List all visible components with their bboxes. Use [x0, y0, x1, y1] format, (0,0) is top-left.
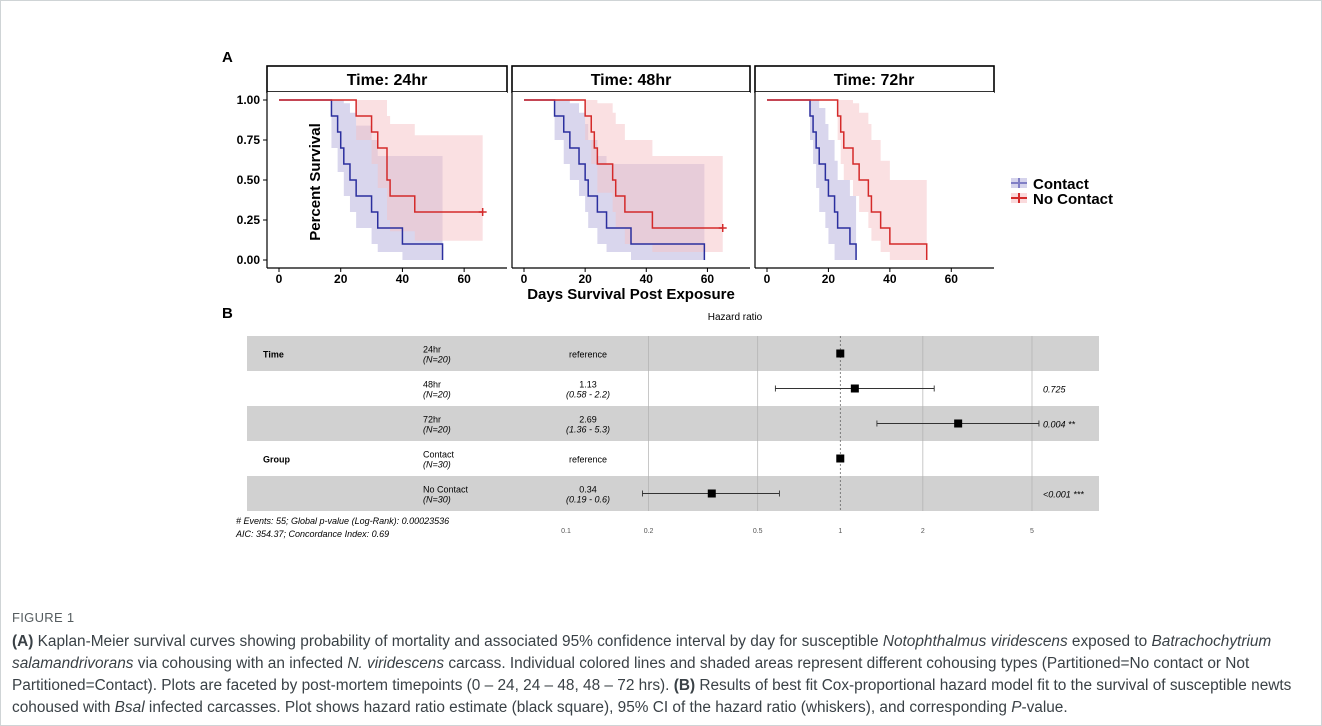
forest-level-label: No Contact	[423, 485, 469, 495]
figure-caption: FIGURE 1 (A) Kaplan-Meier survival curve…	[12, 610, 1310, 719]
forest-group-label: Group	[263, 455, 290, 465]
facet-strip-72: Time: 72hr	[754, 65, 995, 93]
ci-band-no-contact	[279, 100, 483, 241]
forest-x-tick-label: 0.5	[753, 528, 763, 535]
forest-group-label: Time	[263, 350, 284, 360]
x-tick-label: 40	[883, 272, 897, 286]
forest-x-tick-label: 2	[921, 528, 925, 535]
forest-point	[707, 489, 716, 498]
forest-estimate: 0.34	[579, 485, 597, 495]
forest-level-label: 24hr	[423, 345, 441, 355]
forest-plot: Time 24hr(N=20) reference48hr(N=20)1.13(0.…	[247, 336, 1099, 535]
censor-mark	[478, 208, 487, 216]
forest-estimate: reference	[569, 350, 607, 360]
x-tick-label: 60	[701, 272, 715, 286]
caption-text: (A) Kaplan-Meier survival curves showing…	[12, 633, 1292, 716]
y-tick-label: 0.50	[237, 173, 261, 187]
forest-title: Hazard ratio	[708, 312, 763, 323]
forest-level-label: 72hr	[423, 415, 441, 425]
km-line-contact	[524, 99, 706, 260]
forest-x-tick-label: 0.1	[561, 528, 571, 535]
forest-x-tick-label: 5	[1030, 528, 1034, 535]
forest-point	[836, 349, 845, 358]
facet-title-48: Time: 48hr	[591, 72, 672, 89]
y-tick-label: 0.75	[237, 133, 261, 147]
forest-p-value: 0.004 **	[1043, 420, 1076, 430]
y-axis: Percent Survival 1.00 0.75 0.50 0.25 0.00	[237, 93, 324, 267]
km-facet-72: 0 20 40 60	[754, 92, 994, 286]
x-tick-label: 40	[396, 272, 410, 286]
forest-n-label: (N=20)	[423, 425, 451, 435]
forest-p-value: 0.725	[1043, 385, 1067, 395]
km-line-contact	[767, 99, 857, 260]
km-line-no-contact	[524, 99, 723, 229]
forest-n-label: (N=20)	[423, 355, 451, 365]
x-tick-label: 60	[457, 272, 471, 286]
forest-x-tick-label: 0.2	[644, 528, 654, 535]
figure-panels: A Time: 24hr Time: 48hr Time: 72hr 0 20 40…	[222, 49, 1113, 539]
km-line-no-contact	[279, 99, 483, 213]
figure-number: FIGURE 1	[12, 610, 75, 625]
x-axis-title: Days Survival Post Exposure	[527, 286, 735, 303]
x-tick-label: 20	[334, 272, 348, 286]
x-tick-label: 60	[945, 272, 959, 286]
forest-n-label: (N=20)	[423, 390, 451, 400]
x-tick-label: 0	[276, 272, 283, 286]
forest-p-value: <0.001 ***	[1043, 490, 1084, 500]
y-axis-title: Percent Survival	[307, 123, 324, 241]
forest-ci: (1.36 - 5.3)	[566, 425, 610, 435]
x-tick-label: 0	[521, 272, 528, 286]
facet-title-72: Time: 72hr	[834, 72, 915, 89]
legend-label-contact: Contact	[1033, 176, 1089, 193]
legend-label-no-contact: No Contact	[1033, 191, 1113, 208]
ci-band-no-contact	[767, 100, 927, 260]
x-tick-label: 20	[822, 272, 836, 286]
censor-mark	[718, 224, 727, 232]
y-tick-label: 0.25	[237, 213, 261, 227]
ci-band-no-contact	[524, 100, 723, 252]
panel-a-label: A	[222, 49, 233, 66]
panel-b-label: B	[222, 305, 233, 322]
forest-estimate: reference	[569, 455, 607, 465]
km-facet-48: 0 20 40 60	[511, 92, 750, 286]
legend-item-no-contact: No Contact	[1011, 191, 1113, 208]
km-line-contact	[279, 99, 444, 260]
y-tick-label: 1.00	[237, 93, 261, 107]
forest-point	[836, 454, 845, 463]
legend-item-contact: Contact	[1011, 176, 1089, 193]
facet-title-24: Time: 24hr	[347, 72, 428, 89]
forest-point	[850, 384, 859, 393]
forest-footer-aic: AIC: 354.37; Concordance Index: 0.69	[235, 529, 389, 539]
facet-strip-48: Time: 48hr	[511, 65, 751, 93]
forest-x-tick-label: 1	[838, 528, 842, 535]
forest-point	[954, 419, 963, 428]
km-facet-24: 0 20 40 60	[266, 92, 507, 286]
x-tick-label: 20	[578, 272, 592, 286]
ci-band-contact	[767, 100, 857, 260]
forest-ci: (0.19 - 0.6)	[566, 495, 610, 505]
forest-level-label: 48hr	[423, 380, 441, 390]
y-tick-label: 0.00	[237, 253, 261, 267]
forest-ci: (0.58 - 2.2)	[566, 390, 610, 400]
forest-estimate: 1.13	[579, 380, 597, 390]
facet-strip-24: Time: 24hr	[266, 65, 508, 93]
forest-estimate: 2.69	[579, 415, 597, 425]
x-tick-label: 40	[640, 272, 654, 286]
forest-n-label: (N=30)	[423, 460, 451, 470]
x-tick-label: 0	[764, 272, 771, 286]
forest-level-label: Contact	[423, 450, 455, 460]
legend: Contact No Contact	[1011, 176, 1113, 208]
km-line-no-contact	[767, 99, 928, 260]
forest-n-label: (N=30)	[423, 495, 451, 505]
forest-row-shade	[247, 336, 1099, 371]
forest-footer-events: # Events: 55; Global p-value (Log-Rank):…	[236, 516, 449, 526]
